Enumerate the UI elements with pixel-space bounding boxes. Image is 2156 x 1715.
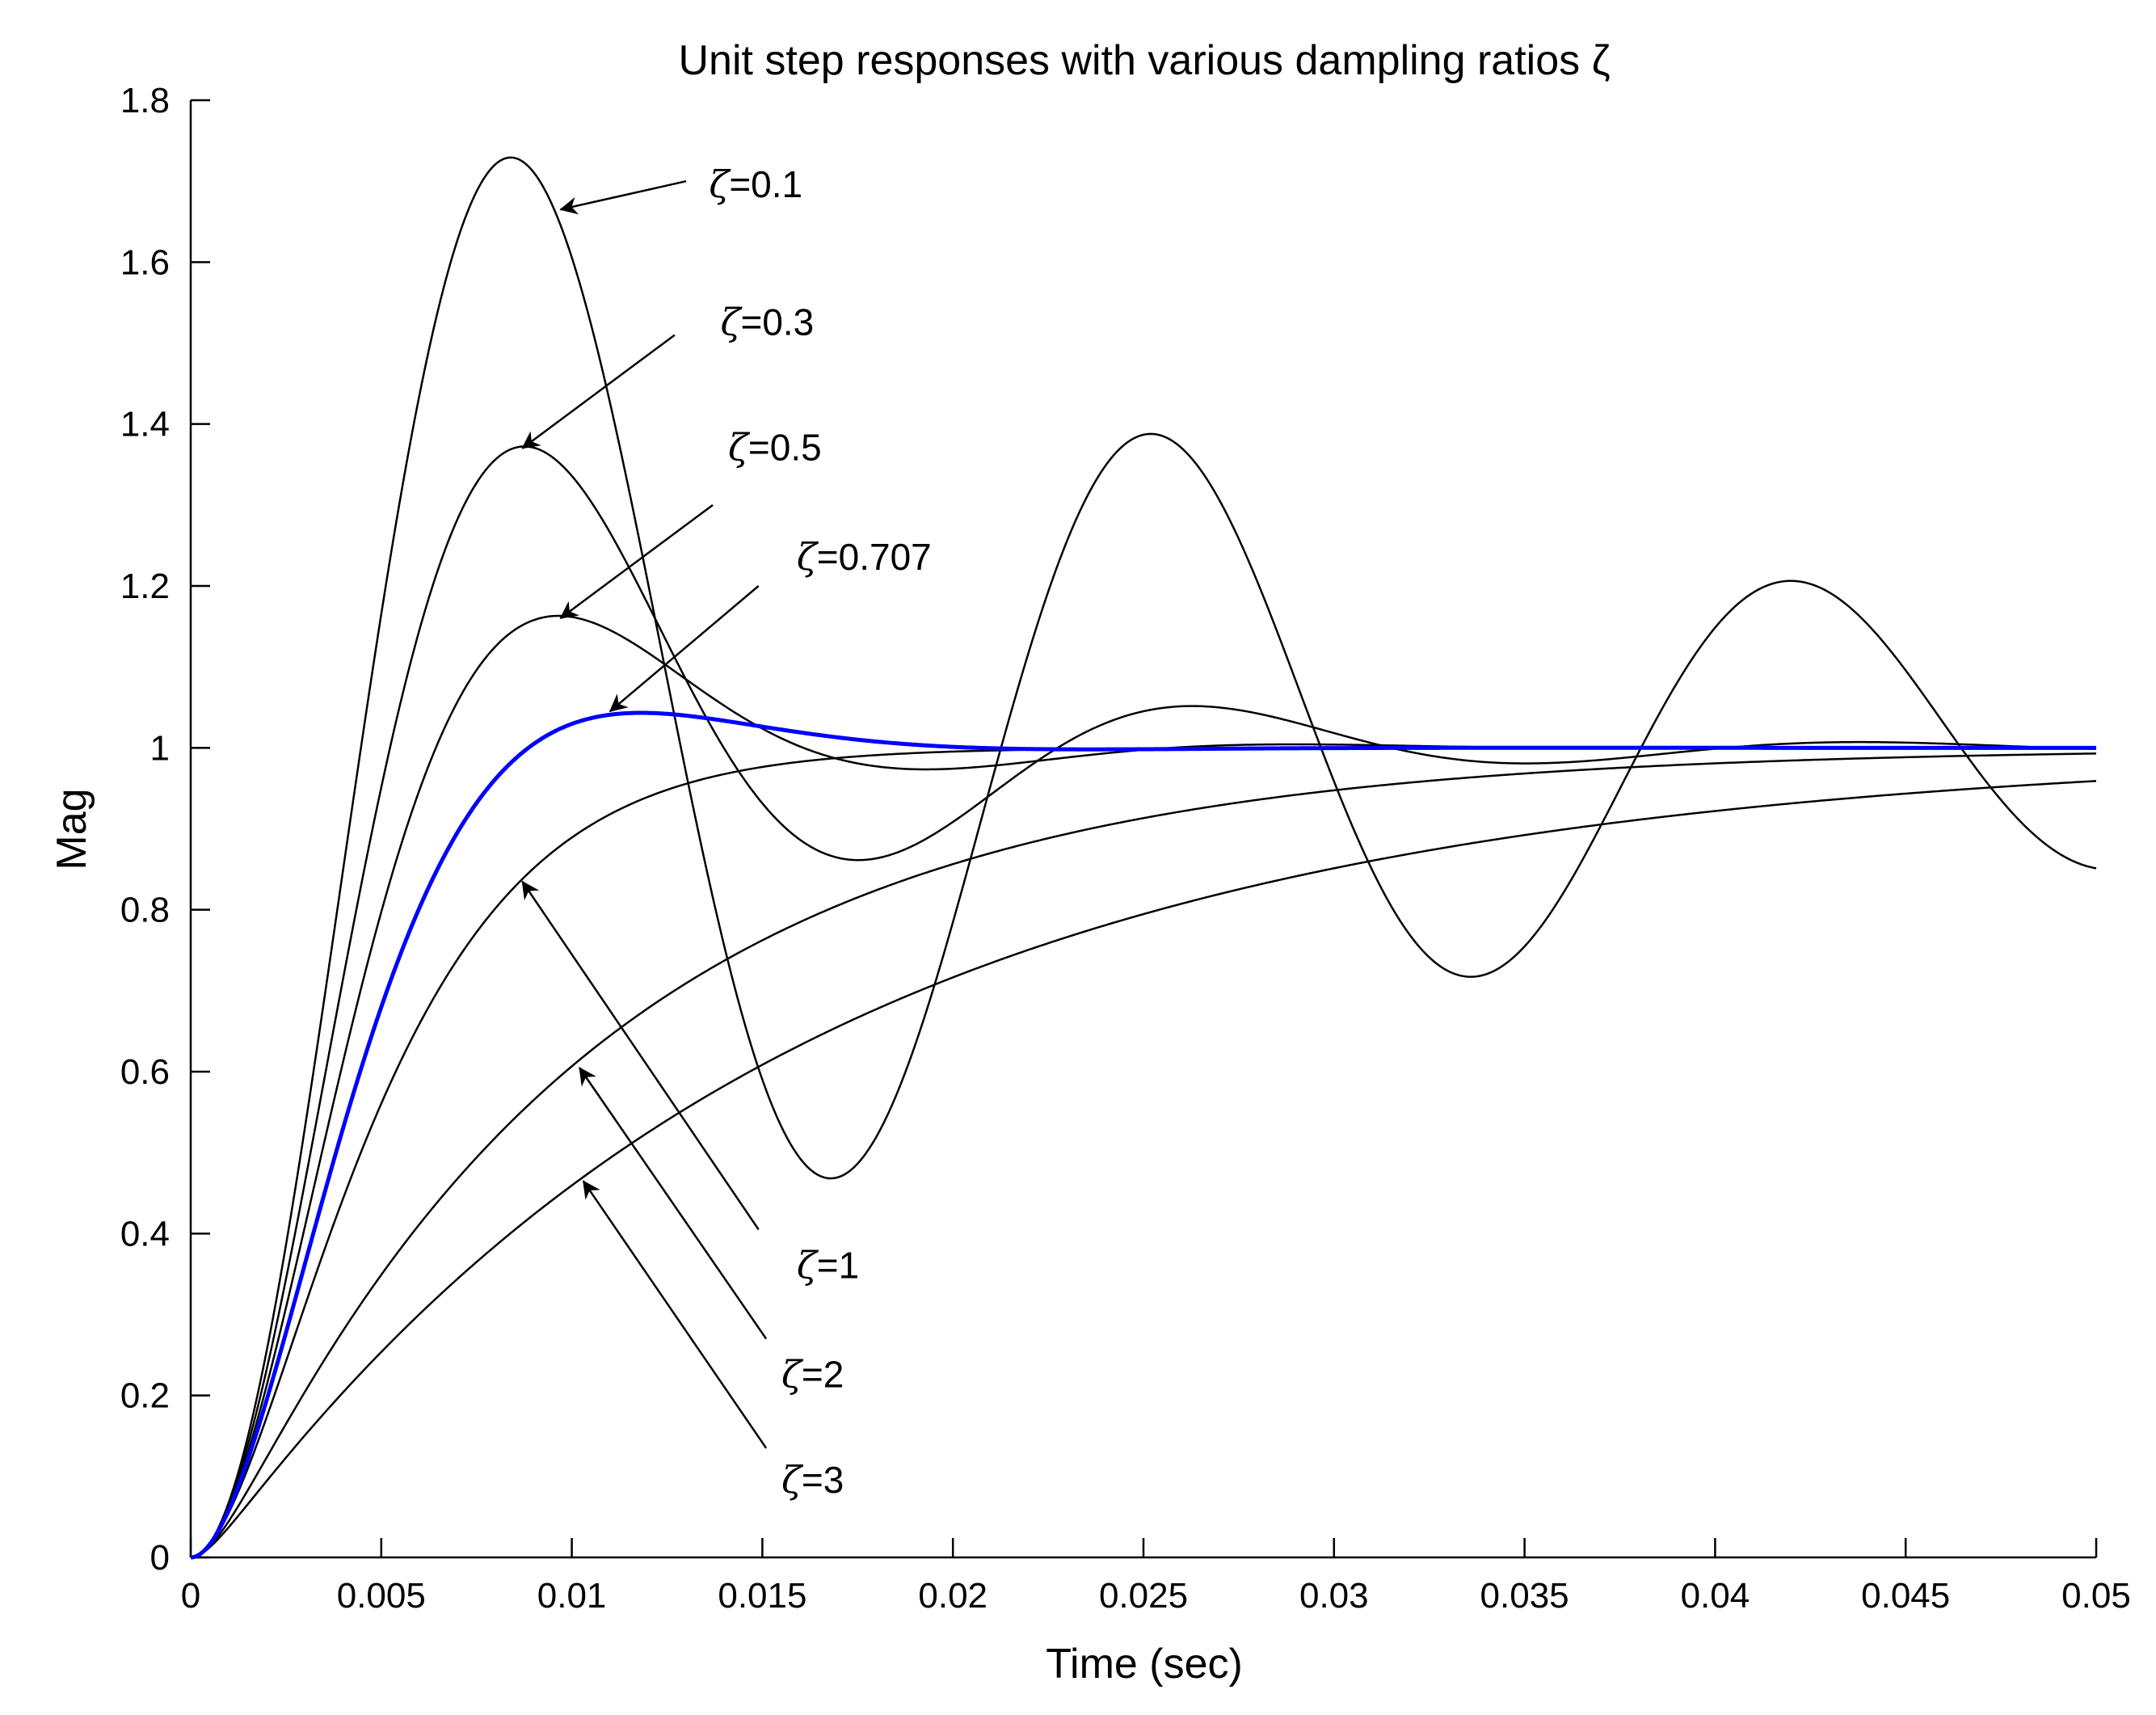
series-line-zeta-2 xyxy=(190,752,2097,1559)
series-line-zeta-0_5 xyxy=(190,614,2096,1559)
annotation-arrow xyxy=(521,334,676,449)
annotation-arrow xyxy=(579,1067,768,1340)
chart-title: Unit step responses with various damplin… xyxy=(678,37,1610,84)
x-tick-label: 0.02 xyxy=(918,1576,987,1616)
y-tick-label: 0.6 xyxy=(120,1052,170,1092)
annotation-arrow xyxy=(559,504,714,620)
x-tick-label: 0.03 xyxy=(1299,1576,1369,1616)
x-tick-label: 0.015 xyxy=(718,1576,806,1616)
series-line-zeta-3 xyxy=(190,780,2097,1559)
x-tick-label: 0.005 xyxy=(337,1576,426,1616)
y-tick-label: 0.2 xyxy=(120,1376,170,1416)
series-line-zeta-1 xyxy=(190,747,2096,1559)
y-tick-label: 1 xyxy=(150,728,170,768)
annotation-arrow xyxy=(521,880,760,1231)
series-line-zeta-0_707 xyxy=(190,710,2096,1560)
y-axis-label: Mag xyxy=(48,788,95,870)
annotation-label: ζ=0.1 xyxy=(709,162,802,206)
annotation-arrow xyxy=(582,1180,768,1449)
y-tick-label: 1.6 xyxy=(120,242,170,282)
x-axis-label: Time (sec) xyxy=(1046,1641,1243,1688)
y-tick-label: 1.2 xyxy=(120,567,170,606)
x-tick-label: 0.01 xyxy=(537,1576,607,1616)
y-tick-label: 1.4 xyxy=(120,405,170,445)
x-tick-label: 0.04 xyxy=(1681,1576,1750,1616)
annotation-label: ζ=2 xyxy=(781,1353,844,1397)
x-tick-label: 0 xyxy=(181,1576,200,1616)
annotation-label: ζ=0.3 xyxy=(721,300,815,343)
annotation-label: ζ=0.707 xyxy=(797,535,932,579)
y-tick-label: 0.8 xyxy=(120,891,170,930)
x-tick-label: 0.025 xyxy=(1099,1576,1188,1616)
annotation-arrow xyxy=(559,179,687,215)
plot-area: 0 0.005 0.01 0.015 0.02 0.025 0.03 0.035 0.04 0.0… xyxy=(120,81,2131,1616)
series-line-zeta-0_3 xyxy=(190,445,2097,1559)
annotation-label: ζ=0.5 xyxy=(728,426,822,470)
y-tick-label: 0.4 xyxy=(120,1214,170,1254)
annotation-label: ζ=3 xyxy=(781,1458,844,1502)
series-line-zeta-0_1 xyxy=(190,156,2097,1559)
y-tick-label: 1.8 xyxy=(120,81,170,120)
x-tick-label: 0.05 xyxy=(2061,1576,2131,1616)
x-tick-label: 0.045 xyxy=(1861,1576,1950,1616)
annotation-arrow xyxy=(608,585,760,713)
y-tick-label: 0 xyxy=(150,1538,170,1578)
x-tick-label: 0.035 xyxy=(1480,1576,1569,1616)
annotation-label: ζ=1 xyxy=(797,1243,859,1287)
